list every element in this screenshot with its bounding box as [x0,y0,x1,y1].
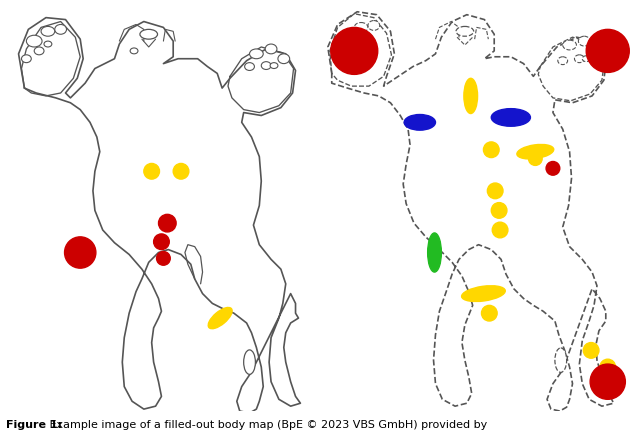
Ellipse shape [355,23,368,32]
Ellipse shape [26,35,42,47]
Text: Figure 1:: Figure 1: [6,420,63,431]
Ellipse shape [582,56,590,62]
Ellipse shape [348,43,357,51]
Ellipse shape [55,24,67,34]
Ellipse shape [558,57,568,65]
Circle shape [488,183,503,199]
Ellipse shape [44,41,52,47]
Circle shape [173,164,189,179]
Ellipse shape [340,31,355,43]
Circle shape [546,161,560,175]
Circle shape [144,164,159,179]
Ellipse shape [270,63,278,69]
Circle shape [65,237,96,268]
Ellipse shape [34,47,44,55]
Circle shape [600,359,616,375]
Circle shape [492,202,507,218]
Ellipse shape [428,233,442,272]
Ellipse shape [590,46,602,56]
Ellipse shape [517,145,554,159]
Ellipse shape [244,350,255,374]
Ellipse shape [461,286,505,301]
Circle shape [529,152,542,165]
Ellipse shape [250,49,263,59]
Ellipse shape [579,36,590,46]
Ellipse shape [140,29,157,39]
Ellipse shape [265,44,277,54]
Ellipse shape [278,54,290,64]
Ellipse shape [575,55,584,63]
Ellipse shape [261,61,271,69]
Circle shape [483,142,499,157]
Ellipse shape [404,114,435,130]
Circle shape [154,234,169,250]
Circle shape [157,251,170,265]
Text: Example image of a filled-out body map (BpE © 2023 VBS GmbH) provided by: Example image of a filled-out body map (… [46,420,487,431]
Ellipse shape [208,308,232,329]
Circle shape [159,214,176,232]
Circle shape [586,29,629,72]
Circle shape [590,364,625,399]
Ellipse shape [335,51,344,59]
Ellipse shape [456,27,474,36]
Ellipse shape [563,40,577,50]
Ellipse shape [244,63,255,70]
Ellipse shape [41,27,55,36]
Ellipse shape [464,78,477,114]
Ellipse shape [492,109,531,126]
Circle shape [583,343,599,358]
Ellipse shape [22,55,31,63]
Ellipse shape [357,38,365,44]
Circle shape [481,305,497,321]
Ellipse shape [555,348,566,373]
Ellipse shape [368,20,380,30]
Ellipse shape [130,48,138,54]
Circle shape [331,27,378,74]
Circle shape [492,222,508,238]
